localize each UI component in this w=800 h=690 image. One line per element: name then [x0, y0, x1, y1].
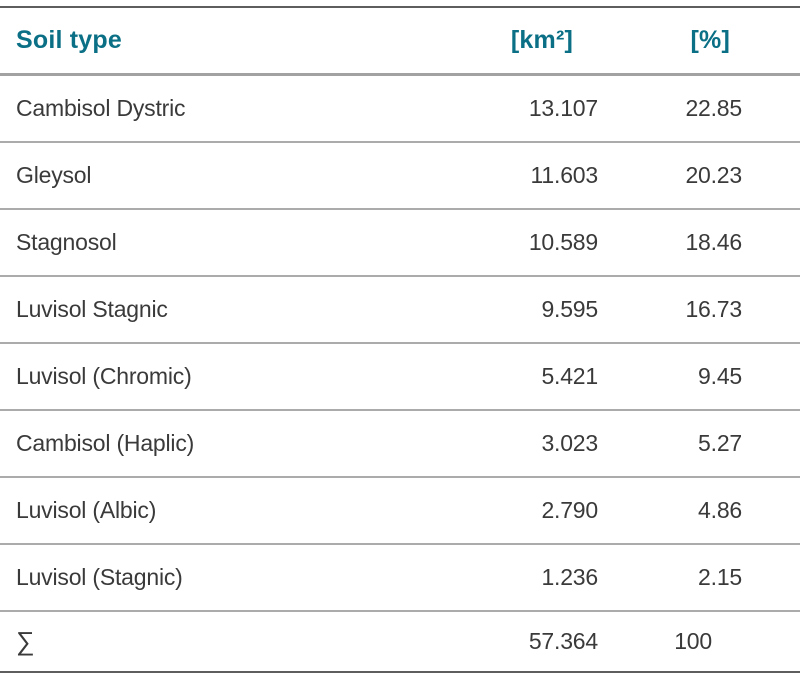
soil-type-cell: Cambisol (Haplic) — [0, 410, 440, 478]
header-percent: [%] — [600, 7, 800, 76]
soil-type-cell: Gleysol — [0, 142, 440, 210]
table-row: Gleysol 11.603 20.23 — [0, 142, 800, 210]
percent-cell: 5.27 — [600, 410, 800, 478]
table-row: Cambisol Dystric 13.107 22.85 — [0, 74, 800, 143]
sum-percent-value: 100 — [674, 628, 712, 654]
soil-type-cell: Luvisol (Albic) — [0, 477, 440, 545]
soil-type-table: Soil type [km²] [%] Cambisol Dystric 13.… — [0, 6, 800, 673]
table-row: Luvisol (Albic) 2.790 4.86 — [0, 477, 800, 545]
table-row: Stagnosol 10.589 18.46 — [0, 209, 800, 277]
area-km2-cell: 3.023 — [440, 410, 600, 478]
header-row: Soil type [km²] [%] — [0, 7, 800, 76]
soil-type-cell: Luvisol (Stagnic) — [0, 544, 440, 612]
table-body: Cambisol Dystric 13.107 22.85 Gleysol 11… — [0, 74, 800, 673]
area-km2-cell: 10.589 — [440, 209, 600, 277]
area-km2-cell: 1.236 — [440, 544, 600, 612]
sum-symbol: ∑ — [16, 626, 35, 656]
soil-type-cell: Cambisol Dystric — [0, 74, 440, 143]
sum-row: ∑ 57.364 100 — [0, 611, 800, 672]
area-km2-cell: 9.595 — [440, 276, 600, 344]
header-area-km2: [km²] — [440, 7, 600, 76]
soil-type-cell: Stagnosol — [0, 209, 440, 277]
area-km2-cell: 2.790 — [440, 477, 600, 545]
header-soil-type: Soil type — [0, 7, 440, 76]
percent-cell: 9.45 — [600, 343, 800, 411]
percent-cell: 16.73 — [600, 276, 800, 344]
table-row: Luvisol (Chromic) 5.421 9.45 — [0, 343, 800, 411]
table-row: Luvisol Stagnic 9.595 16.73 — [0, 276, 800, 344]
soil-type-cell: Luvisol (Chromic) — [0, 343, 440, 411]
percent-cell: 20.23 — [600, 142, 800, 210]
percent-cell: 18.46 — [600, 209, 800, 277]
area-km2-cell: 5.421 — [440, 343, 600, 411]
table-row: Luvisol (Stagnic) 1.236 2.15 — [0, 544, 800, 612]
percent-cell: 22.85 — [600, 74, 800, 143]
area-km2-cell: 11.603 — [440, 142, 600, 210]
page: Soil type [km²] [%] Cambisol Dystric 13.… — [0, 6, 800, 673]
area-km2-cell: 13.107 — [440, 74, 600, 143]
percent-cell: 2.15 — [600, 544, 800, 612]
sum-area-value: 57.364 — [528, 628, 598, 654]
table-row: Cambisol (Haplic) 3.023 5.27 — [0, 410, 800, 478]
soil-type-cell: Luvisol Stagnic — [0, 276, 440, 344]
table-header: Soil type [km²] [%] — [0, 7, 800, 76]
percent-cell: 4.86 — [600, 477, 800, 545]
